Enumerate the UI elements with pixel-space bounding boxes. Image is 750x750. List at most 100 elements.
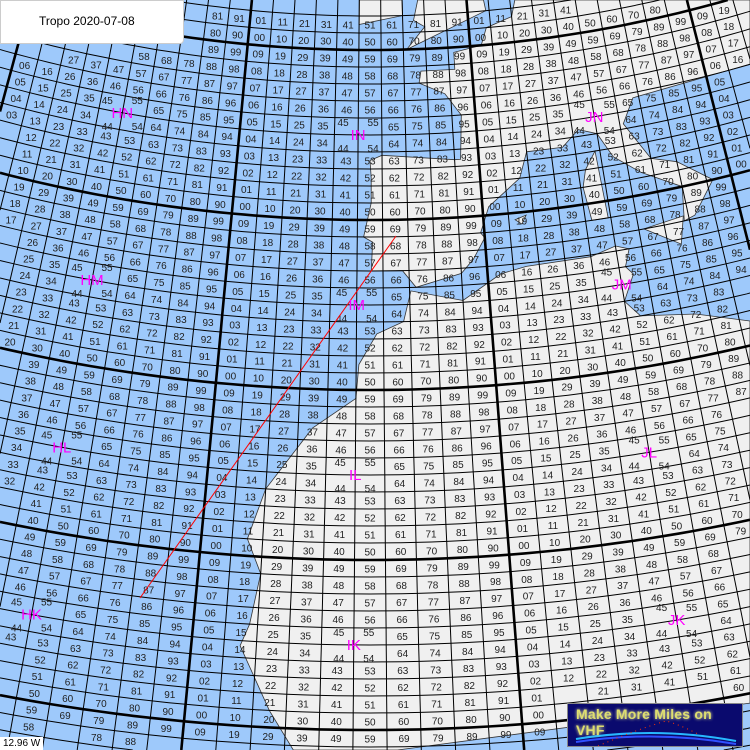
square-label: 31 xyxy=(608,514,620,525)
logo-banner[interactable]: Make More Miles on VHF xyxy=(567,703,743,747)
square-label: 00 xyxy=(504,372,516,383)
square-label: 03 xyxy=(229,321,241,332)
square-meridian xyxy=(0,0,99,454)
square-label: 86 xyxy=(202,96,214,107)
square-label: 57 xyxy=(622,237,634,248)
square-label: 42 xyxy=(662,661,674,672)
square-label: 59 xyxy=(674,538,686,549)
square-label: 30 xyxy=(66,177,78,188)
square-label: 74 xyxy=(424,479,436,490)
square-label: 75 xyxy=(423,462,435,473)
square-label: 64 xyxy=(73,627,85,638)
square-label: 58 xyxy=(364,582,376,593)
square-label: 32 xyxy=(73,144,85,155)
square-label: 13 xyxy=(256,323,268,334)
square-label: 71 xyxy=(121,514,133,525)
square-label: 11 xyxy=(231,696,242,707)
square-label: 55 xyxy=(132,96,144,107)
square-label: 80 xyxy=(210,28,222,39)
square-label: 20 xyxy=(281,375,293,386)
square-label: 02 xyxy=(213,507,225,518)
square-label: 89 xyxy=(691,188,703,199)
square-parallel xyxy=(0,640,750,680)
square-label: 24 xyxy=(284,307,296,318)
square-label: 50 xyxy=(364,38,376,49)
field-label: JN xyxy=(585,109,603,126)
square-label: 75 xyxy=(412,122,424,133)
square-label: 61 xyxy=(395,530,407,541)
square-label: 12 xyxy=(255,340,267,351)
square-label: 90 xyxy=(162,707,174,718)
square-label: 49 xyxy=(342,54,354,65)
square-label: 67 xyxy=(648,232,660,243)
square-label: 62 xyxy=(727,649,739,660)
square-label: 46 xyxy=(599,257,611,268)
square-label: 33 xyxy=(603,480,615,491)
square-label: 34 xyxy=(305,479,317,490)
square-label: 28 xyxy=(34,205,46,216)
square-parallel xyxy=(0,204,750,255)
square-label: 16 xyxy=(237,611,249,622)
square-label: 35 xyxy=(317,122,329,133)
square-label: 89 xyxy=(432,53,444,64)
square-label: 56 xyxy=(364,446,376,457)
square-label: 82 xyxy=(133,670,145,681)
square-meridian xyxy=(641,0,750,501)
square-label: 44 xyxy=(333,654,345,665)
field-label: IK xyxy=(347,637,361,654)
square-label: 34 xyxy=(46,277,58,288)
square-label: 08 xyxy=(251,67,263,78)
square-label: 76 xyxy=(642,77,654,88)
square-label: 46 xyxy=(332,615,344,626)
square-label: 85 xyxy=(668,89,680,100)
square-label: 17 xyxy=(554,589,566,600)
square-label: 58 xyxy=(364,72,376,83)
square-label: 72 xyxy=(425,513,437,524)
square-label: 03 xyxy=(244,151,256,162)
square-label: 71 xyxy=(659,160,671,171)
square-label: 71 xyxy=(431,699,443,710)
square-label: 38 xyxy=(302,580,314,591)
square-label: 06 xyxy=(524,609,536,620)
square-label: 32 xyxy=(582,329,594,340)
square-label: 61 xyxy=(65,677,77,688)
square-label: 66 xyxy=(394,445,406,456)
square-label: 40 xyxy=(339,207,351,218)
square-label: 02 xyxy=(242,168,254,179)
square-label: 52 xyxy=(665,488,677,499)
square-label: 47 xyxy=(81,232,93,243)
square-label: 25 xyxy=(285,291,297,302)
square-label: 28 xyxy=(543,231,555,242)
square-label: 75 xyxy=(417,292,429,303)
square-label: 73 xyxy=(172,143,184,154)
square-label: 70 xyxy=(628,10,640,21)
square-label: 71 xyxy=(425,530,437,541)
square-label: 36 xyxy=(52,244,64,255)
square-label: 69 xyxy=(387,54,399,65)
square-label: 41 xyxy=(560,5,572,16)
square-label: 59 xyxy=(26,706,38,717)
square-label: 20 xyxy=(580,535,592,546)
square-label: 42 xyxy=(34,482,46,493)
square-label: 37 xyxy=(594,413,606,424)
square-label: 13 xyxy=(268,153,280,164)
square-label: 50 xyxy=(29,689,41,700)
square-label: 27 xyxy=(31,221,43,232)
square-label: 01 xyxy=(473,16,485,27)
square-parallel xyxy=(0,116,750,170)
square-meridian xyxy=(423,0,457,750)
square-parallel xyxy=(0,152,750,204)
square-label: 60 xyxy=(392,377,404,388)
square-label: 73 xyxy=(430,665,442,676)
square-label: 34 xyxy=(80,110,92,121)
square-label: 24 xyxy=(572,467,584,478)
square-label: 45 xyxy=(338,118,350,129)
square-label: 14 xyxy=(234,645,246,656)
square-label: 91 xyxy=(199,352,211,363)
square-label: 48 xyxy=(85,215,97,226)
square-label: 60 xyxy=(389,207,401,218)
square-label: 87 xyxy=(661,56,673,67)
square-label: 86 xyxy=(460,613,472,624)
square-label: 78 xyxy=(416,241,428,252)
